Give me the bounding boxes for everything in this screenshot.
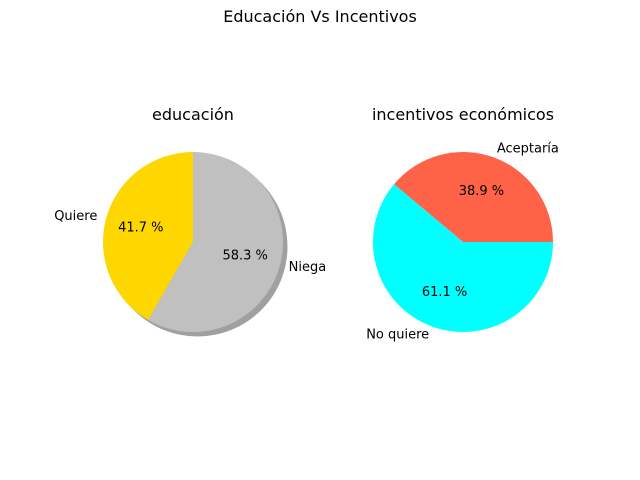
pie-slice-quiere — [102, 152, 193, 321]
pie-slice-aceptaria — [394, 152, 553, 242]
pie-title: educación — [152, 105, 234, 124]
pie-chart-educacion: educación 41.7 % Quiere 58.3 % Niega — [54, 105, 326, 337]
pie-pct-label: 61.1 % — [422, 285, 467, 300]
pie-category-label: Quiere — [54, 209, 97, 224]
pie-category-label: Niega — [289, 260, 327, 275]
pie-pct-label: 58.3 % — [222, 248, 267, 263]
pie-slice-niega — [148, 151, 283, 332]
pie-title: incentivos económicos — [372, 105, 554, 124]
pie-chart-incentivos: incentivos económicos 38.9 % Aceptaría 61.… — [366, 105, 559, 343]
pie-category-label: No quiere — [366, 328, 429, 343]
pie-pct-label: 41.7 % — [118, 221, 163, 236]
figure-title: Educación Vs Incentivos — [223, 7, 417, 26]
pie-category-label: Aceptaría — [497, 141, 559, 156]
pie-slice-no-quiere — [373, 184, 553, 332]
pie-pct-label: 38.9 % — [459, 184, 504, 199]
